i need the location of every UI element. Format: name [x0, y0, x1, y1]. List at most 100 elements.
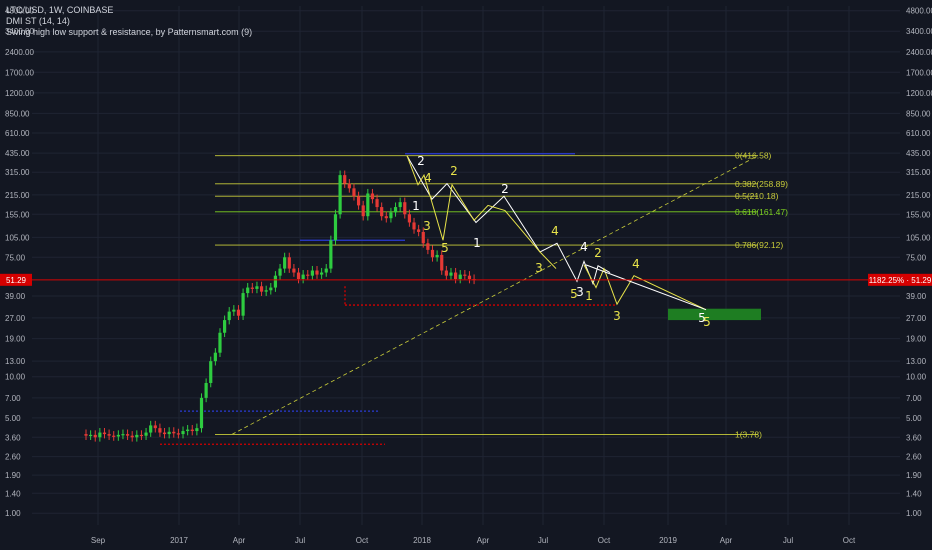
y-tick-label-right: 75.00	[906, 253, 927, 262]
y-tick-label-left: 610.00	[5, 129, 30, 138]
candle-body	[227, 311, 231, 321]
candle-body	[347, 183, 351, 189]
y-tick-label-right: 10.00	[906, 373, 927, 382]
y-tick-label-right: 1.90	[906, 471, 922, 480]
candle-body	[186, 429, 190, 432]
candle-body	[269, 287, 273, 291]
candle-body	[417, 229, 421, 232]
y-tick-label-left: 75.00	[5, 253, 26, 262]
candle-body	[398, 202, 402, 208]
legend-indicator-swing[interactable]: Swing high low support & resistance, by …	[6, 27, 253, 37]
candle-body	[430, 249, 435, 258]
candle-body	[375, 199, 379, 208]
candle-body	[296, 272, 301, 280]
candle-body	[463, 274, 467, 276]
y-tick-label-left: 19.00	[5, 335, 26, 344]
y-axis-left[interactable]: 4800.00 3400.00 2400.00 1700.00 1200.00 850.0…	[5, 7, 34, 518]
candle-body	[204, 382, 208, 398]
candle-body	[98, 432, 102, 438]
candle-body	[144, 432, 148, 436]
y-tick-label-right: 850.00	[906, 109, 931, 118]
candle-body	[264, 290, 268, 292]
x-tick-label: Jul	[783, 536, 793, 545]
y-tick-label-left: 1.90	[5, 471, 21, 480]
wave-path-white-target	[585, 264, 707, 311]
y-tick-label-right: 13.00	[906, 357, 927, 366]
target-zone	[668, 308, 761, 321]
candle-body	[93, 434, 97, 438]
x-tick-label: Apr	[720, 536, 733, 545]
candle-body	[421, 231, 425, 244]
y-tick-label-right: 435.00	[906, 149, 931, 158]
y-tick-label-right: 4800.00	[906, 7, 932, 16]
candle-body	[158, 428, 162, 433]
y-tick-label-left: 155.00	[5, 210, 30, 219]
candle-body	[435, 254, 439, 258]
wave-label: 4	[551, 224, 559, 238]
candle-body	[361, 205, 365, 217]
x-tick-label: Jul	[295, 536, 305, 545]
candle-body	[315, 270, 319, 275]
candle-body	[135, 434, 139, 438]
wave-label: 2	[450, 164, 458, 178]
candle-body	[246, 287, 250, 294]
wave-label: 5	[441, 241, 449, 255]
candle-body	[458, 274, 462, 280]
candle-body	[440, 254, 444, 271]
wave-label: 3	[613, 309, 621, 323]
wave-path-yellow-b	[583, 264, 707, 311]
candle-body	[389, 212, 393, 219]
wave-label: 3	[423, 219, 431, 233]
wave-label: 3	[576, 285, 584, 299]
fib-level-label: 0.5(210.18)	[735, 191, 779, 201]
candle-body	[84, 434, 88, 436]
candle-body	[283, 257, 287, 269]
candle-body	[89, 434, 93, 437]
candle-body	[278, 268, 282, 276]
candle-body	[102, 432, 107, 435]
y-tick-label-left: 215.00	[5, 191, 30, 200]
y-tick-label-left: 1700.00	[5, 68, 34, 77]
y-tick-label-right: 315.00	[906, 168, 931, 177]
y-tick-label-right: 1200.00	[906, 89, 932, 98]
wave-label-target: 5	[703, 315, 711, 329]
candle-body	[116, 434, 120, 437]
candle-body	[370, 193, 375, 200]
y-axis-right[interactable]: 4800.00 3400.00 2400.00 1700.00 1200.00 850.0…	[906, 7, 932, 518]
y-tick-label-left: 27.00	[5, 314, 26, 323]
y-tick-label-left: 105.00	[5, 233, 30, 242]
wave-path-white	[406, 155, 611, 286]
legend-indicator-dmi[interactable]: DMI ST (14, 14)	[6, 16, 70, 26]
wave-label: 1	[412, 199, 420, 213]
y-tick-label-right: 3.60	[906, 433, 922, 442]
chart-legend: LTC/USD, 1W, COINBASE DMI ST (14, 14) Sw…	[6, 5, 252, 38]
candle-body	[324, 268, 328, 273]
x-axis[interactable]: Sep 2017 Apr Jul Oct 2018 Apr Jul Oct 2019 Apr Jul O…	[91, 536, 856, 545]
candle-body	[125, 434, 130, 436]
price-tag-left	[0, 273, 32, 286]
legend-symbol[interactable]: LTC/USD, 1W, COINBASE	[6, 5, 114, 15]
wave-label: 1	[585, 289, 593, 303]
y-tick-label-left: 1.40	[5, 489, 21, 498]
y-tick-label-right: 7.00	[906, 394, 922, 403]
candle-body	[356, 196, 361, 206]
candle-body	[149, 425, 153, 433]
candle-body	[301, 274, 305, 280]
x-tick-label: 2017	[170, 536, 188, 545]
y-tick-label-left: 315.00	[5, 168, 30, 177]
y-tick-label-left: 850.00	[5, 109, 30, 118]
x-tick-label: Oct	[843, 536, 856, 545]
candle-body	[162, 432, 167, 435]
y-tick-label-left: 39.00	[5, 292, 26, 301]
y-tick-label-left: 13.00	[5, 357, 26, 366]
current-price-line: 51.29 1182.25% · 51.29	[0, 273, 932, 286]
candle-body	[352, 188, 356, 197]
candle-body	[232, 309, 236, 312]
y-tick-label-left: 1.00	[5, 509, 21, 518]
candle-body	[310, 270, 314, 276]
candle-body	[384, 216, 388, 219]
wave-path-yellow-a	[406, 155, 557, 269]
fib-level-label: 0.382(258.89)	[735, 179, 788, 189]
candle-body	[218, 332, 222, 353]
